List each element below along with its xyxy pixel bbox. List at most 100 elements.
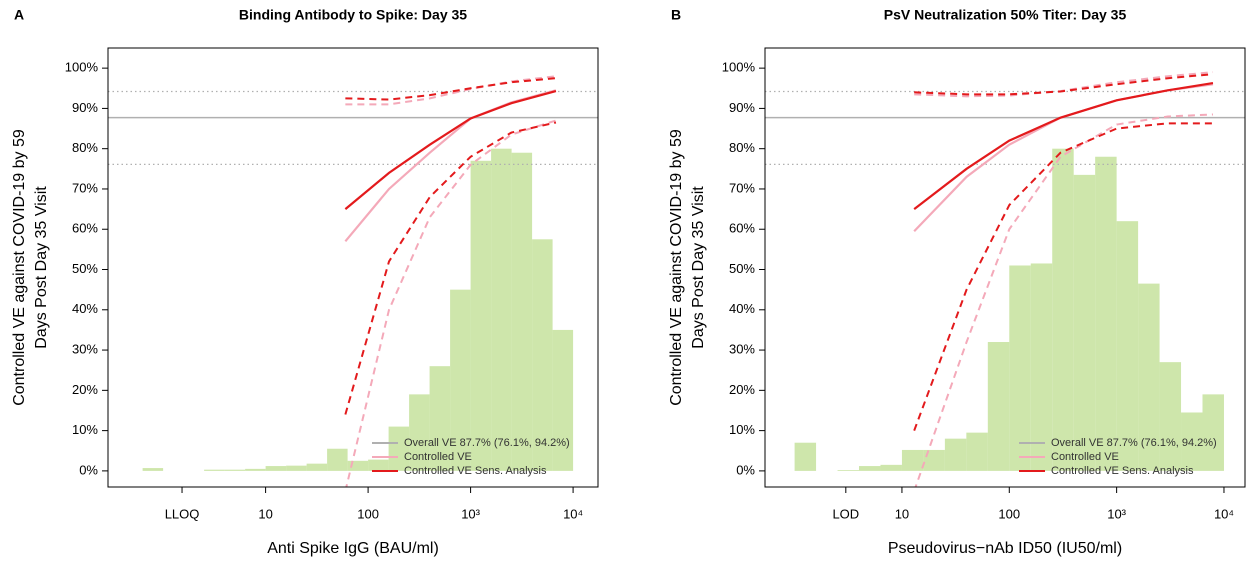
histogram-bar: [142, 468, 164, 471]
histogram-bar: [880, 464, 902, 471]
legend-label: Controlled VE Sens. Analysis: [404, 465, 547, 477]
y-tick-label: 0%: [736, 462, 755, 477]
legend-label: Controlled VE: [1051, 451, 1119, 463]
histogram-bar: [794, 442, 817, 471]
x-tick-label: 10³: [461, 506, 480, 521]
histogram-bar: [450, 289, 471, 471]
histogram-bar: [347, 460, 369, 471]
histogram-bar: [859, 466, 881, 471]
histogram-bar: [1181, 412, 1203, 471]
histogram-bar: [1116, 221, 1139, 471]
y-axis-label: Controlled VE against COVID-19 by 59: [11, 129, 28, 406]
y-tick-label: 0%: [79, 462, 98, 477]
legend-label: Overall VE 87.7% (76.1%, 94.2%): [404, 437, 570, 449]
histogram-bar: [224, 469, 246, 471]
histogram-bar: [511, 152, 533, 471]
ve-ci-lower: [913, 122, 1213, 431]
x-tick-label: LOD: [832, 506, 859, 521]
x-tick-label: 10: [258, 506, 272, 521]
x-tick-label: 10: [895, 506, 909, 521]
histogram-bar: [901, 449, 924, 471]
y-axis-label: Controlled VE against COVID-19 by 59: [668, 129, 685, 406]
histogram-bar: [245, 468, 266, 471]
ve-ci-lower: [345, 119, 557, 487]
legend-label: Controlled VE: [404, 451, 472, 463]
y-tick-label: 50%: [72, 261, 98, 276]
y-tick-label: 40%: [72, 301, 98, 316]
plot-area: [108, 75, 598, 487]
y-axis-label: Days Post Day 35 Visit: [33, 186, 50, 349]
plot-frame: [764, 47, 1246, 488]
x-tick-label: 10³: [1107, 506, 1126, 521]
y-tick-label: 90%: [72, 100, 98, 115]
histogram-bar: [987, 342, 1010, 471]
plot-frame: [107, 47, 599, 488]
chart-title: PsV Neutralization 50% Titer: Day 35: [884, 7, 1127, 23]
histogram-bar: [1138, 283, 1160, 471]
y-tick-label: 80%: [72, 140, 98, 155]
y-tick-label: 10%: [72, 422, 98, 437]
histogram-bar: [286, 465, 307, 471]
histogram-bar: [388, 426, 410, 471]
y-axis-label: Days Post Day 35 Visit: [690, 186, 707, 349]
histogram-bar: [1009, 265, 1031, 471]
y-tick-label: 70%: [72, 180, 98, 195]
y-tick-label: 50%: [729, 261, 755, 276]
legend-label: Controlled VE Sens. Analysis: [1051, 465, 1194, 477]
histogram-bar: [327, 448, 348, 471]
histogram-bar: [470, 160, 492, 471]
y-tick-label: 30%: [729, 342, 755, 357]
y-tick-label: 80%: [729, 140, 755, 155]
histogram-bar: [552, 329, 574, 471]
histogram-bar: [368, 459, 389, 471]
y-tick-label: 40%: [729, 301, 755, 316]
histogram-bar: [1052, 148, 1074, 471]
x-tick-label: 100: [357, 506, 379, 521]
y-tick-label: 10%: [729, 422, 755, 437]
histogram-bar: [966, 432, 988, 471]
ve-curve: [913, 81, 1214, 210]
x-tick-label: 10⁴: [1214, 506, 1234, 521]
y-tick-label: 100%: [65, 60, 99, 75]
histogram-bar: [306, 463, 328, 471]
x-tick-label: 100: [998, 506, 1020, 521]
histogram-bar: [1202, 394, 1224, 471]
histogram-bar: [204, 469, 225, 471]
panel-letter: A: [14, 7, 24, 23]
ve-ci-lower: [914, 113, 1214, 487]
histogram-bar: [1030, 263, 1053, 471]
x-axis-label: Pseudovirus−nAb ID50 (IU50/ml): [888, 540, 1122, 557]
y-tick-label: 70%: [729, 180, 755, 195]
ve-ci-upper: [345, 77, 557, 101]
histogram-bar: [1095, 156, 1117, 471]
y-tick-label: 60%: [729, 221, 755, 236]
histogram-bar: [923, 449, 945, 471]
plot-area: [765, 71, 1245, 487]
histogram-bar: [944, 438, 967, 471]
y-tick-label: 90%: [729, 100, 755, 115]
ve-ci-upper: [914, 73, 1214, 96]
histogram-bar: [429, 366, 451, 471]
y-tick-label: 60%: [72, 221, 98, 236]
histogram-bar: [491, 148, 512, 471]
y-tick-label: 30%: [72, 342, 98, 357]
chart-title: Binding Antibody to Spike: Day 35: [239, 7, 467, 23]
histogram-bar: [409, 394, 430, 471]
panel-letter: B: [671, 7, 681, 23]
y-tick-label: 20%: [729, 382, 755, 397]
histogram-bar: [265, 466, 287, 471]
histogram-bar: [532, 239, 553, 471]
ve-ci-lower: [344, 121, 557, 415]
histogram-bar: [1159, 362, 1182, 471]
histogram-bar: [837, 470, 860, 471]
ve-ci-upper: [345, 75, 557, 106]
x-tick-label: LLOQ: [165, 506, 200, 521]
legend-label: Overall VE 87.7% (76.1%, 94.2%): [1051, 437, 1217, 449]
y-tick-label: 100%: [722, 60, 756, 75]
x-tick-label: 10⁴: [563, 506, 583, 521]
ve-curve: [344, 90, 557, 210]
ve-ci-upper: [914, 71, 1214, 98]
y-tick-label: 20%: [72, 382, 98, 397]
x-axis-label: Anti Spike IgG (BAU/ml): [267, 540, 439, 557]
